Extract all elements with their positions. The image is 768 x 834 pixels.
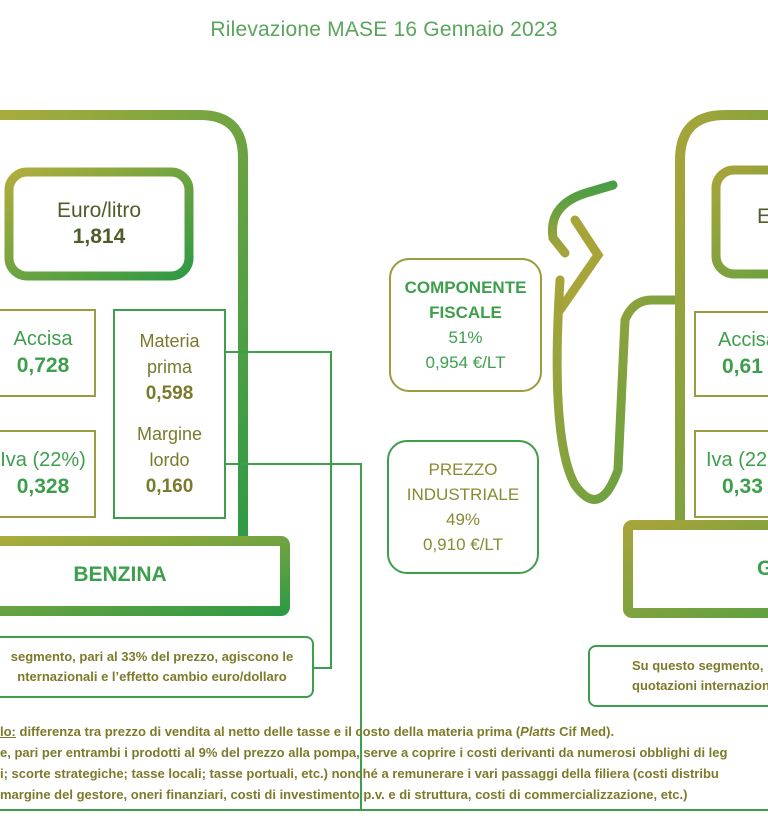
gasolio-price-label: E xyxy=(757,205,768,228)
page-title: Rilevazione MASE 16 Gennaio 2023 xyxy=(210,18,558,41)
footnote: lo: differenza tra prezzo di vendita al … xyxy=(0,721,768,805)
benzina-iva-label: Iva (22%) xyxy=(0,449,86,471)
connector-lines xyxy=(0,351,768,811)
prezzo-industriale-box: PREZZO INDUSTRIALE 49% 0,910 €/LT xyxy=(387,440,539,574)
industriale-pct: 49% xyxy=(445,510,481,529)
gasolio-note-box: Su questo segmento, p quotazioni interna… xyxy=(588,645,768,707)
fiscale-line-2: FISCALE xyxy=(429,303,502,322)
benzina-price-value: 1,814 xyxy=(72,225,126,248)
footnote-line-1: lo: differenza tra prezzo di vendita al … xyxy=(0,721,768,742)
materia-value: 0,598 xyxy=(145,382,194,404)
gasolio-accisa-value: 0,61 xyxy=(722,355,763,378)
gasolio-iva-label: Iva (22 xyxy=(706,449,768,471)
industriale-line-1: PREZZO xyxy=(428,460,498,479)
fiscale-value: 0,954 €/LT xyxy=(425,353,506,372)
fuel-pump-right-icon xyxy=(623,110,768,618)
fuel-pump-left-icon xyxy=(0,110,290,616)
footnote-line-4: margine del gestore, oneri finanziari, c… xyxy=(0,787,688,802)
footnote-line-2: e, pari per entrambi i prodotti al 9% de… xyxy=(0,745,728,760)
fiscale-line-1: COMPONENTE xyxy=(404,278,527,297)
benzina-label: BENZINA xyxy=(73,563,167,586)
price-screen-frame-right xyxy=(711,165,768,279)
gasolio-iva-value: 0,33 xyxy=(722,475,763,498)
footnote-line-1-text: differenza tra prezzo di vendita al nett… xyxy=(15,724,521,739)
benzina-industriale-box: Materia prima 0,598 Margine lordo 0,160 xyxy=(113,309,226,519)
footnote-line-3: i; scorte strategiche; tasse locali; tas… xyxy=(0,766,719,781)
industriale-value: 0,910 €/LT xyxy=(422,535,504,554)
benzina-accisa-label: Accisa xyxy=(13,328,73,350)
benzina-note-line-1: segmento, pari al 33% del prezzo, agisco… xyxy=(10,649,294,664)
industriale-line-2: INDUSTRIALE xyxy=(406,485,520,504)
margine-lordo-group: Margine lordo 0,160 xyxy=(137,421,202,501)
gasolio-accisa-box: Accisa 0,61 xyxy=(694,311,768,397)
benzina-iva-box: Iva (22%) 0,328 xyxy=(0,430,96,518)
price-screen-frame-left xyxy=(4,167,194,281)
margine-label-1: Margine xyxy=(136,423,203,444)
benzina-note-line-2: nternazionali e l’effetto cambio euro/do… xyxy=(17,669,287,684)
benzina-accisa-value: 0,728 xyxy=(16,354,70,377)
footnote-term: lo: xyxy=(0,724,16,739)
margine-label-2: lordo xyxy=(149,449,190,470)
gasolio-note-line-1: Su questo segmento, p xyxy=(632,658,768,673)
fiscale-pct: 51% xyxy=(448,328,483,347)
gasolio-label: G xyxy=(757,557,768,580)
fuel-nozzle-icon xyxy=(547,180,681,504)
materia-label-1: Materia xyxy=(139,330,200,351)
margine-value: 0,160 xyxy=(145,475,194,497)
gasolio-iva-box: Iva (22 0,33 xyxy=(694,430,768,518)
componente-fiscale-box: COMPONENTE FISCALE 51% 0,954 €/LT xyxy=(389,258,542,392)
benzina-iva-value: 0,328 xyxy=(16,475,70,498)
benzina-accisa-box: Accisa 0,728 xyxy=(0,309,96,397)
benzina-price-display: Euro/litro 1,814 xyxy=(16,180,182,268)
materia-prima-group: Materia prima 0,598 xyxy=(139,328,199,408)
benzina-note-box: segmento, pari al 33% del prezzo, agisco… xyxy=(0,636,314,698)
benzina-price-label: Euro/litro xyxy=(56,199,142,222)
footnote-platts: Platts xyxy=(520,724,556,739)
footnote-line-1-end: Cif Med). xyxy=(555,724,615,739)
gasolio-note-line-2: quotazioni internazion xyxy=(632,678,768,693)
gasolio-accisa-label: Accisa xyxy=(718,329,768,351)
materia-label-2: prima xyxy=(146,356,192,377)
